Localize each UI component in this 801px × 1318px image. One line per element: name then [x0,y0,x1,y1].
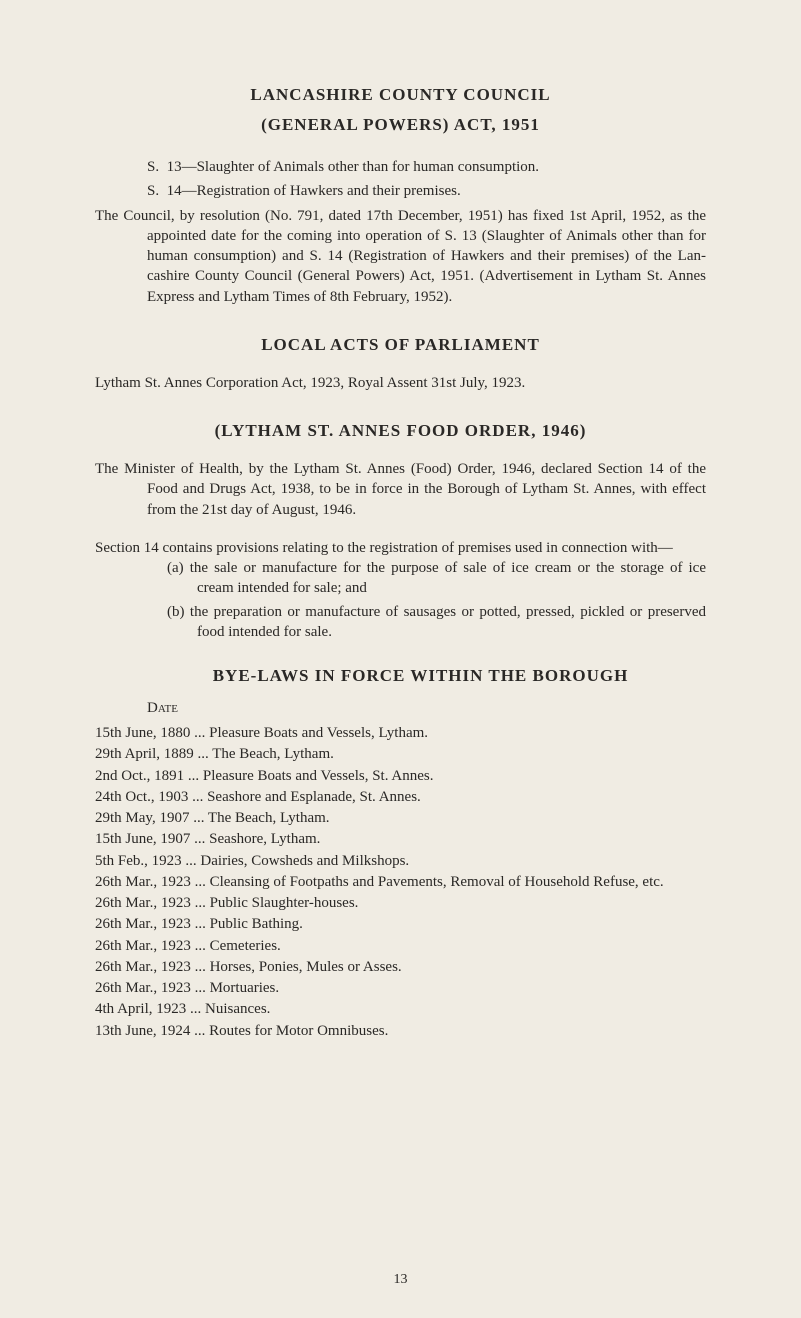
byelaw-entry: 29th April, 1889 ... The Beach, Lytham. [95,744,706,764]
list-item-a: (a) the sale or manufacture for the purp… [95,558,706,599]
byelaw-entry: 26th Mar., 1923 ... Horses, Ponies, Mule… [95,957,706,977]
heading-act: (GENERAL POWERS) ACT, 1951 [95,115,706,135]
byelaw-list: 15th June, 1880 ... Pleasure Boats and V… [95,723,706,1041]
heading-food-order: (LYTHAM ST. ANNES FOOD ORDER, 1946) [95,421,706,441]
section14-paragraph: Section 14 contains provisions relating … [95,538,706,558]
byelaw-entry: 13th June, 1924 ... Routes for Motor Omn… [95,1021,706,1041]
heading-local-acts: LOCAL ACTS OF PARLIAMENT [95,335,706,355]
council-paragraph: The Council, by resolution (No. 791, dat… [95,206,706,307]
byelaw-entry: 24th Oct., 1903 ... Seashore and Esplana… [95,787,706,807]
byelaw-entry: 26th Mar., 1923 ... Mortuaries. [95,978,706,998]
byelaw-entry: 15th June, 1907 ... Seashore, Lytham. [95,829,706,849]
byelaw-entry: 2nd Oct., 1891 ... Pleasure Boats and Ve… [95,766,706,786]
s14-line: S. 14—Registration of Hawkers and their … [95,181,706,201]
list-item-b: (b) the preparation or manufacture of sa… [95,602,706,643]
heading-byelaws: BYE-LAWS IN FORCE WITHIN THE BOROUGH [95,666,706,686]
s13-line: S. 13—Slaughter of Animals other than fo… [95,157,706,177]
heading-council: LANCASHIRE COUNTY COUNCIL [95,85,706,105]
byelaw-entry: 15th June, 1880 ... Pleasure Boats and V… [95,723,706,743]
byelaw-entry: 26th Mar., 1923 ... Public Bathing. [95,914,706,934]
byelaw-entry: 26th Mar., 1923 ... Cleansing of Footpat… [95,872,706,892]
byelaw-entry: 4th April, 1923 ... Nuisances. [95,999,706,1019]
byelaw-entry: 29th May, 1907 ... The Beach, Lytham. [95,808,706,828]
page-number: 13 [394,1272,408,1288]
date-label: Date [147,700,706,717]
byelaw-entry: 5th Feb., 1923 ... Dairies, Cowsheds and… [95,851,706,871]
local-acts-text: Lytham St. Annes Corporation Act, 1923, … [95,373,706,393]
byelaw-entry: 26th Mar., 1923 ... Public Slaughter-hou… [95,893,706,913]
minister-paragraph: The Minister of Health, by the Lytham St… [95,459,706,520]
byelaw-entry: 26th Mar., 1923 ... Cemeteries. [95,936,706,956]
